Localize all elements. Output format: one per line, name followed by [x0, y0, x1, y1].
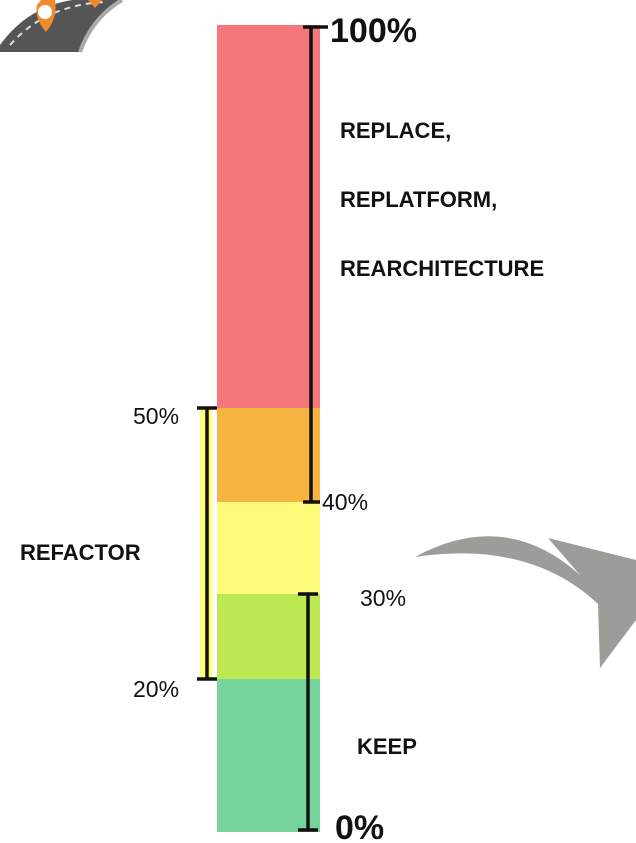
group-label: KEEP: [357, 734, 417, 759]
segment-lime: [217, 594, 320, 679]
scale-bar: [217, 25, 320, 832]
segment-keep: [217, 679, 320, 832]
page: {"scale_labels": {"top": "100%", "mid_hi…: [0, 0, 636, 843]
label-100: 100%: [330, 12, 417, 50]
group-label: REPLACE,: [340, 118, 451, 143]
group-label: REFACTOR: [20, 540, 141, 565]
group-label: REPLATFORM,: [340, 187, 497, 212]
label-20: 20%: [133, 676, 179, 702]
label-30: 30%: [360, 585, 406, 611]
segment-yellow: [217, 502, 320, 594]
diagram: 100% REPLACE, REPLATFORM, REARCHITECTURE…: [0, 0, 636, 843]
label-0: 0%: [335, 809, 384, 843]
group-label: REARCHITECTURE: [340, 256, 544, 281]
arrow: [415, 536, 636, 668]
bracket-refactor: [197, 408, 217, 679]
segment-replace: [217, 25, 320, 408]
label-40: 40%: [322, 489, 368, 515]
label-50: 50%: [133, 403, 179, 429]
logo: [0, 0, 122, 52]
segment-orange: [217, 408, 320, 502]
